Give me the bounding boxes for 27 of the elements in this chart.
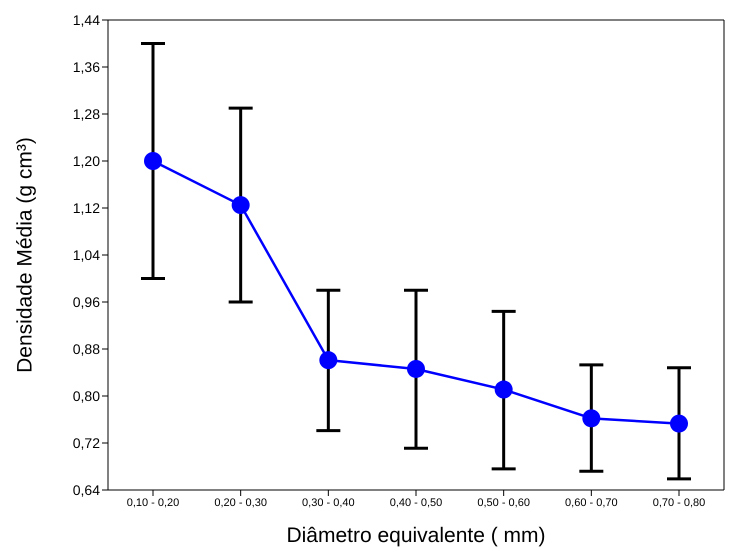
x-axis-title: Diâmetro equivalente ( mm) xyxy=(286,524,546,547)
x-tick-label: 0,30 - 0,40 xyxy=(302,496,355,509)
x-tick-label: 0,50 - 0,60 xyxy=(477,496,530,509)
x-tick-label: 0,40 - 0,50 xyxy=(390,496,442,509)
x-tick-label: 0,60 - 0,70 xyxy=(565,496,618,509)
point xyxy=(232,196,250,214)
y-tick-label: 0,72 xyxy=(72,434,100,451)
point xyxy=(319,351,338,370)
y-tick-label: 1,20 xyxy=(72,152,100,169)
y-tick-label: 1,04 xyxy=(72,246,100,263)
point xyxy=(582,409,600,428)
x-tick-label: 0,70 - 0,80 xyxy=(652,496,706,509)
x-tick-label: 0,20 - 0,30 xyxy=(214,496,267,509)
point xyxy=(670,414,688,433)
y-tick-label: 0,88 xyxy=(72,340,100,357)
y-tick-label: 1,12 xyxy=(72,200,100,216)
point xyxy=(494,380,513,399)
y-tick-label: 1,44 xyxy=(72,12,100,28)
y-tick-label: 1,36 xyxy=(72,58,100,75)
y-axis-title: Densidade Média (g cm³) xyxy=(13,137,36,373)
x-tick-label: 0,10 - 0,20 xyxy=(126,496,180,509)
y-tick-label: 1,28 xyxy=(72,106,100,122)
y-tick-label: 0,64 xyxy=(72,482,100,498)
y-tick-label: 0,96 xyxy=(72,294,100,310)
point xyxy=(407,360,425,378)
point xyxy=(144,152,162,170)
y-tick-label: 0,80 xyxy=(72,388,100,404)
